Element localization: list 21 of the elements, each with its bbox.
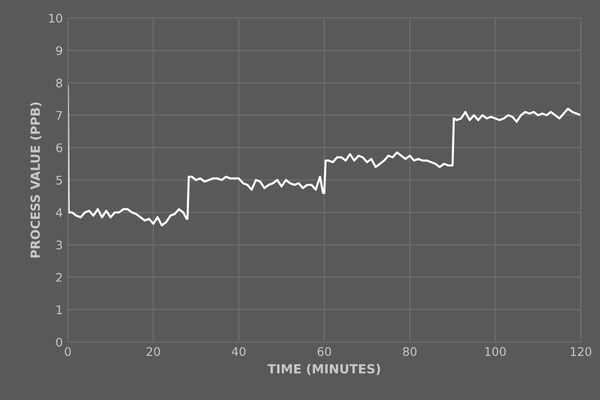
y-tick-label: 3 bbox=[56, 240, 62, 250]
y-tick-label: 9 bbox=[56, 46, 62, 56]
x-tick-label: 20 bbox=[146, 347, 160, 356]
x-tick-label: 120 bbox=[570, 347, 592, 356]
y-axis-title: PROCESS VALUE (PPB) bbox=[30, 102, 42, 258]
x-tick-label: 40 bbox=[232, 347, 246, 356]
x-tick-label: 80 bbox=[403, 347, 417, 356]
x-axis-title: TIME (MINUTES) bbox=[268, 364, 380, 375]
y-tick-label: 0 bbox=[56, 338, 62, 347]
y-tick-label: 6 bbox=[56, 143, 62, 152]
line-series bbox=[68, 84, 581, 226]
y-tick-label: 10 bbox=[49, 14, 62, 23]
y-tick-label: 8 bbox=[56, 78, 62, 88]
y-tick-label: 5 bbox=[56, 176, 62, 185]
x-tick-label: 100 bbox=[485, 347, 506, 356]
x-tick-label: 0 bbox=[64, 347, 71, 356]
x-tick-label: 60 bbox=[318, 347, 332, 356]
y-tick-label: 4 bbox=[56, 208, 62, 217]
y-tick-label: 7 bbox=[56, 111, 62, 120]
y-tick-label: 1 bbox=[56, 305, 62, 314]
y-tick-label: 2 bbox=[56, 272, 62, 282]
